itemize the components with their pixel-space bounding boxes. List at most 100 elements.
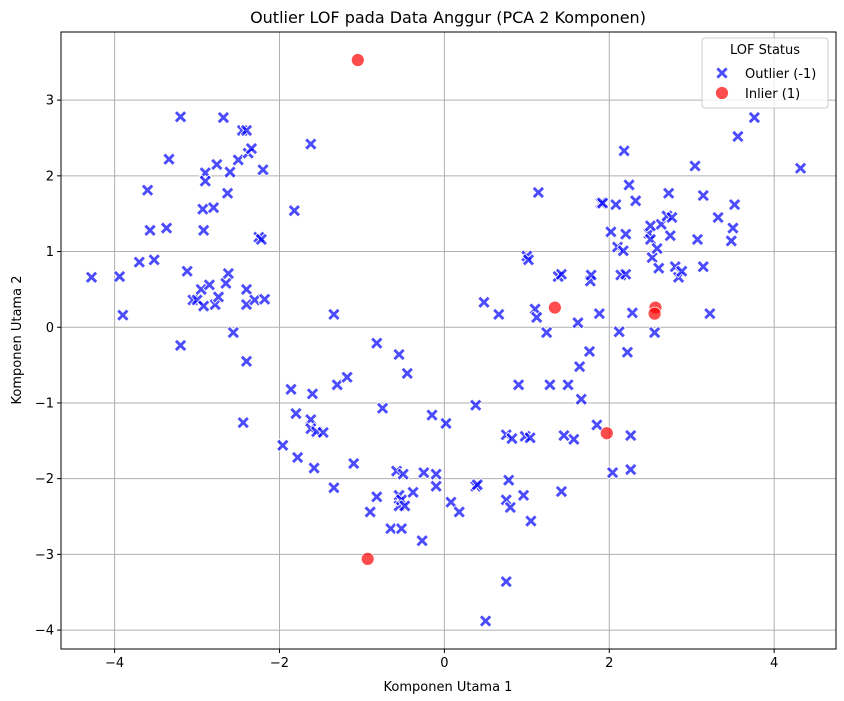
outlier-point [304,137,318,151]
outlier-point [290,450,305,465]
outlier-point [572,359,587,374]
outlier-point [211,290,226,304]
outlier-point [499,574,513,589]
outlier-point [307,461,321,475]
outlier-point [444,495,458,509]
outlier-point [239,123,254,138]
outlier-point [620,345,635,359]
outlier-point [210,157,224,172]
outlier-point [595,196,610,210]
outlier-point [665,210,679,225]
outlier-point [724,234,739,248]
outlier-point [394,521,409,536]
outlier-point [516,488,531,503]
outlier-point [257,292,272,307]
y-tick-label: −4 [35,624,54,639]
outlier-point [505,431,519,446]
outlier-point [747,110,762,125]
outlier-point [346,456,361,471]
legend-label-outlier: Outlier (-1) [745,67,816,82]
legend: LOF Status Outlier (-1) Inlier (1) [701,37,829,109]
legend-label-inlier: Inlier (1) [745,87,800,102]
outlier-point [363,505,377,519]
x-axis-ticks: −4 −2 0 2 4 [105,649,778,671]
x-tick-label: 4 [770,656,778,671]
outlier-point [384,521,398,536]
outlier-point [726,221,740,235]
outlier-point [132,255,147,269]
outlier-point [425,408,439,422]
outlier-point [628,194,643,208]
inlier-point [360,552,375,566]
outlier-point [612,325,626,339]
outlier-point [287,203,302,218]
outlier-point [503,500,518,515]
outlier-point [231,153,246,167]
outlier-point [327,480,341,495]
outlier-point [623,462,638,477]
outlier-point [400,366,415,381]
outlier-point [468,398,483,412]
outlier-point [196,299,211,313]
outlier-point [239,282,254,297]
outlier-point [406,485,420,500]
outlier-point [84,270,99,285]
y-axis-label: Komponen Utama 2 [10,276,25,405]
outlier-point [375,401,390,416]
outlier-point [202,278,217,292]
outlier-point [219,276,233,291]
outlier-point [609,197,623,212]
y-tick-label: 2 [46,169,54,184]
outlier-point [223,165,237,179]
outlier-point [703,306,717,321]
outlier-point [396,467,410,481]
outlier-point [327,307,341,322]
outlier-point [523,431,537,445]
y-axis-ticks: −4 −3 −2 −1 0 1 2 3 [35,94,61,639]
outlier-point [605,465,620,480]
outlier-point [417,465,431,480]
outlier-point [173,110,188,124]
legend-outlier-shape [715,66,729,80]
x-tick-label: −2 [270,656,289,671]
outlier-point [675,264,689,278]
outlier-point [162,152,176,166]
outlier-point [239,354,254,369]
legend-title: LOF Status [730,43,800,58]
outlier-point [645,250,659,265]
outlier-point [206,200,221,215]
inlier-point [350,53,365,67]
outlier-point [112,269,127,284]
outlier-point [618,227,633,241]
y-tick-label: 3 [46,94,54,109]
outlier-point [470,477,485,492]
chart-title: Outlier LOF pada Data Anggur (PCA 2 Komp… [250,8,646,27]
y-tick-label: −2 [35,472,54,487]
outlier-point [688,159,702,173]
plot-frame [60,31,837,650]
outlier-point [616,244,631,258]
outlier-point [690,232,705,247]
outlier-point [592,306,607,321]
outlier-point [543,378,557,392]
outlier-point [625,306,640,320]
outlier-point [529,310,544,325]
y-tick-label: −1 [35,396,54,411]
outlier-point [622,178,636,192]
legend-frame [701,37,829,109]
outlier-point [571,315,585,330]
outlier-point [501,473,516,487]
outlier-point [661,186,676,201]
outlier-point [731,129,745,144]
x-tick-label: −4 [105,656,124,671]
outlier-point [554,267,569,282]
outlier-point [147,253,161,267]
outlier-point [554,484,569,499]
outlier-point [439,416,453,431]
outlier-point [316,425,330,440]
outlier-point [531,185,546,200]
outlier-point [524,514,538,528]
outlier-point [452,505,466,519]
outlier-point [429,479,443,493]
